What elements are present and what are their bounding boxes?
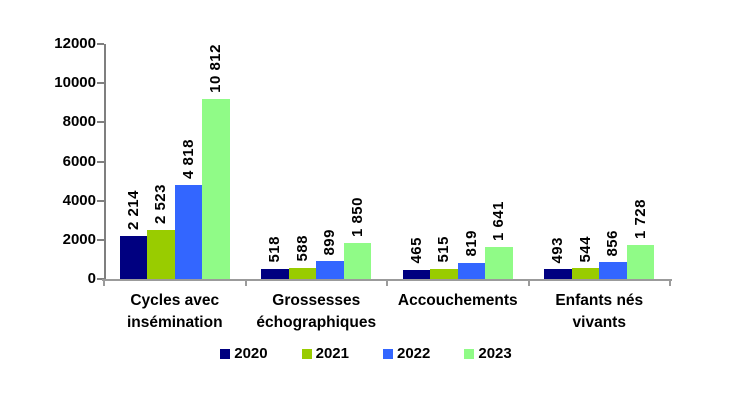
legend-swatch-icon [383, 349, 393, 359]
legend: 2020 2021 2022 2023 [0, 346, 732, 362]
y-tick-mark [97, 82, 104, 85]
bar-column: 10 812 [202, 44, 230, 279]
bar-column: 1 728 [626, 44, 655, 279]
x-tick-mark [244, 280, 247, 286]
y-tick-label: 8000 [62, 113, 96, 131]
category-label: Enfants nés vivants [555, 292, 644, 331]
category-label: Accouchements [397, 292, 518, 309]
value-label: 518 [266, 236, 283, 263]
bar [626, 245, 655, 279]
x-tick-mark [103, 280, 105, 286]
legend-label: 2022 [397, 345, 431, 362]
bar [119, 235, 148, 279]
value-label: 1 728 [631, 199, 649, 240]
category-label: Grossesses échographiques [256, 292, 377, 331]
value-label: 899 [321, 228, 338, 256]
bar-column: 1 850 [343, 44, 372, 279]
x-tick-mark [527, 280, 530, 286]
bar-column: 1 641 [485, 44, 513, 279]
legend-item: 2020 [220, 345, 268, 362]
bar [485, 246, 513, 279]
legend-swatch-icon [464, 349, 475, 359]
legend-label: 2021 [315, 345, 349, 362]
bar [316, 261, 344, 279]
bar-column: 899 [316, 44, 344, 279]
y-tick-mark [97, 278, 104, 280]
value-label: 493 [549, 236, 566, 264]
value-label: 1 850 [348, 196, 366, 237]
bar-group: 2 214 2 523 4 818 10 812 [104, 44, 246, 279]
y-tick-label: 4000 [62, 191, 96, 209]
y-tick-mark [97, 43, 104, 45]
bar-group: 465 515 819 1 641 [387, 44, 529, 279]
bar-column: 493 [544, 44, 572, 279]
legend-item: 2022 [383, 346, 430, 362]
value-label: 819 [462, 230, 480, 257]
y-tick-label: 6000 [62, 152, 96, 170]
value-label: 10 812 [207, 44, 224, 93]
bar-column: 819 [457, 44, 486, 279]
category-labels: Cycles avec insémination Grossesses échog… [104, 290, 670, 334]
legend-item: 2023 [464, 345, 512, 362]
bar [571, 268, 600, 279]
value-label: 465 [407, 237, 425, 264]
bar-group: 493 544 856 1 728 [529, 44, 671, 279]
bar-column: 515 [430, 44, 458, 279]
y-tick-label: 0 [87, 270, 96, 287]
category-label: Cycles avec insémination [126, 292, 223, 331]
bar-column: 856 [599, 44, 627, 279]
legend-item: 2021 [301, 345, 349, 362]
legend-label: 2023 [478, 345, 512, 362]
y-tick-label: 2000 [62, 230, 96, 248]
y-axis-line [104, 44, 106, 280]
y-tick-label: 12000 [54, 35, 96, 52]
value-label: 4 818 [179, 138, 197, 179]
bar-group: 518 588 899 1 850 [246, 44, 388, 279]
bar [202, 98, 230, 279]
bar-column: 518 [261, 44, 289, 279]
bar [288, 267, 317, 279]
x-tick-mark [669, 280, 671, 286]
value-label: 588 [293, 234, 311, 262]
legend-swatch-icon [301, 349, 312, 359]
bar [147, 229, 175, 279]
value-label: 856 [604, 229, 621, 257]
bar [402, 269, 431, 279]
plot-area: 2 214 2 523 4 818 10 812 518 588 899 1 850 465 51… [104, 44, 670, 279]
value-label: 2 523 [152, 183, 169, 224]
y-tick-mark [97, 238, 104, 241]
bar [261, 268, 289, 279]
y-tick-mark [97, 160, 104, 163]
bar-column: 4 818 [174, 44, 203, 279]
value-label: 515 [435, 236, 452, 263]
legend-swatch-icon [220, 349, 231, 359]
value-label: 1 641 [490, 200, 507, 241]
bar-column: 2 523 [147, 44, 175, 279]
bar-column: 465 [402, 44, 431, 279]
y-tick-label: 10000 [54, 74, 96, 92]
bar [343, 242, 372, 279]
x-tick-mark [386, 280, 388, 286]
bar-column: 2 214 [119, 44, 148, 279]
value-label: 2 214 [124, 189, 142, 230]
bar [174, 184, 203, 279]
bar-column: 544 [571, 44, 600, 279]
y-tick-mark [97, 199, 104, 202]
bar [599, 262, 627, 279]
value-label: 544 [576, 235, 594, 263]
legend-label: 2020 [234, 345, 268, 362]
bar [544, 269, 572, 279]
bar [430, 268, 458, 279]
bar [457, 263, 486, 279]
y-tick-mark [97, 121, 104, 124]
bar-column: 588 [288, 44, 317, 279]
